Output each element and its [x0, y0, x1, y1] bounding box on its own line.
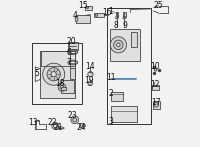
Bar: [111, 92, 123, 101]
Circle shape: [47, 68, 60, 81]
Circle shape: [123, 16, 126, 19]
Text: 25: 25: [153, 1, 163, 10]
Circle shape: [52, 122, 59, 129]
Circle shape: [116, 16, 118, 19]
Bar: [152, 85, 159, 90]
Bar: [94, 13, 104, 17]
Ellipse shape: [69, 61, 76, 64]
Text: 16: 16: [102, 8, 111, 17]
Circle shape: [154, 102, 159, 107]
Circle shape: [117, 43, 120, 47]
Text: 11: 11: [106, 73, 115, 82]
Circle shape: [58, 84, 66, 91]
Bar: [76, 15, 90, 23]
Text: 22: 22: [47, 118, 57, 127]
Text: 4: 4: [73, 11, 77, 20]
Circle shape: [51, 72, 56, 77]
Text: 21: 21: [53, 123, 63, 132]
Circle shape: [87, 7, 88, 9]
Bar: [70, 68, 75, 79]
Text: 13: 13: [28, 118, 38, 127]
Circle shape: [79, 123, 84, 128]
Bar: [131, 32, 137, 47]
Bar: [107, 8, 151, 124]
Text: 2: 2: [108, 89, 113, 98]
Circle shape: [53, 124, 57, 128]
Text: 7: 7: [67, 58, 72, 67]
Text: 23: 23: [68, 111, 78, 120]
Ellipse shape: [68, 60, 78, 65]
Text: 17: 17: [151, 98, 161, 107]
Text: 1: 1: [109, 6, 113, 16]
Text: 3: 3: [108, 117, 113, 126]
Circle shape: [114, 40, 123, 50]
Text: 8: 8: [114, 21, 119, 30]
Text: 14: 14: [86, 62, 95, 71]
Bar: [153, 101, 160, 109]
Bar: [85, 6, 92, 10]
Circle shape: [154, 69, 157, 71]
Bar: [61, 80, 74, 93]
Text: 15: 15: [78, 1, 88, 10]
Ellipse shape: [69, 51, 76, 54]
Bar: [111, 106, 137, 122]
Ellipse shape: [68, 50, 78, 55]
Circle shape: [59, 127, 60, 129]
Bar: [32, 43, 82, 104]
Text: 5: 5: [34, 69, 39, 78]
Text: 19: 19: [84, 76, 94, 85]
Circle shape: [43, 63, 65, 85]
Bar: [68, 42, 78, 50]
Circle shape: [83, 125, 85, 127]
Text: 10: 10: [150, 62, 160, 71]
Bar: [123, 12, 126, 17]
Text: 20: 20: [67, 37, 76, 46]
Circle shape: [71, 116, 79, 124]
Text: 9: 9: [123, 21, 128, 30]
Circle shape: [110, 37, 126, 53]
Circle shape: [60, 86, 64, 89]
Text: 6: 6: [67, 48, 72, 57]
Circle shape: [88, 81, 92, 86]
Circle shape: [88, 72, 93, 77]
Bar: [40, 51, 75, 98]
Bar: [110, 29, 140, 61]
Text: 12: 12: [150, 80, 160, 89]
Bar: [61, 87, 66, 90]
Ellipse shape: [75, 16, 78, 22]
Circle shape: [95, 14, 98, 16]
Bar: [116, 12, 118, 17]
Text: 24: 24: [77, 123, 86, 132]
Text: 18: 18: [56, 78, 65, 88]
